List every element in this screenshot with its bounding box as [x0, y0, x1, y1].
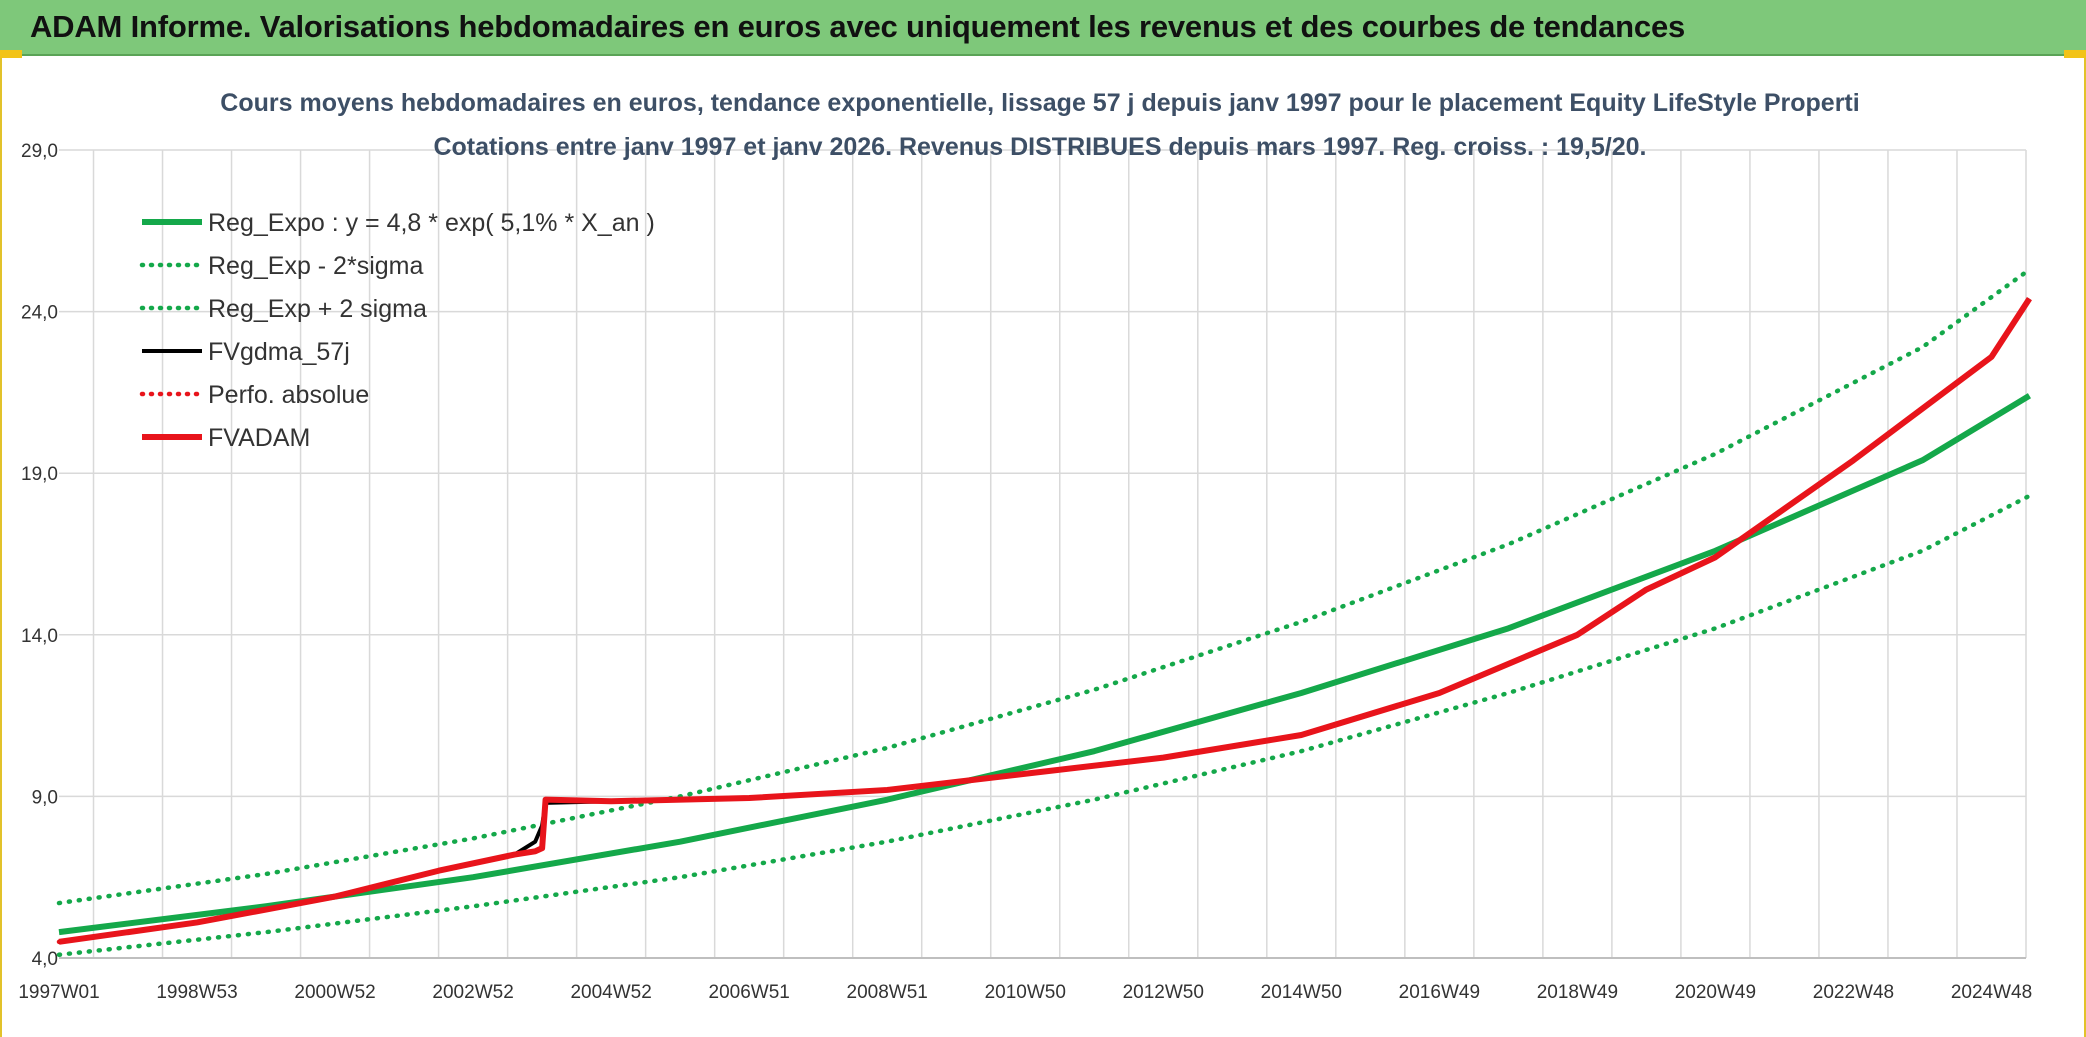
- corner-accent-right: [2064, 50, 2086, 58]
- x-tick-label: 2014W50: [1261, 982, 1342, 1003]
- chart-title: Cours moyens hebdomadaires en euros, ten…: [220, 89, 1859, 117]
- x-tick-label: 2024W48: [1951, 982, 2032, 1003]
- x-tick-label: 2002W52: [432, 982, 513, 1003]
- legend-label: Reg_Exp + 2 sigma: [208, 295, 427, 323]
- chart-subtitle: Cotations entre janv 1997 et janv 2026. …: [433, 133, 1646, 161]
- x-tick-label: 2016W49: [1399, 982, 1480, 1003]
- legend-label: FVADAM: [208, 424, 310, 452]
- y-tick-label: 24,0: [21, 303, 58, 324]
- series-line-5: [58, 297, 2032, 945]
- legend-label: Perfo. absolue: [208, 381, 369, 409]
- y-tick-label: 9,0: [32, 787, 58, 808]
- chart-frame: [0, 58, 2086, 1037]
- y-tick-label: 19,0: [21, 464, 58, 485]
- x-tick-label: 2018W49: [1537, 982, 1618, 1003]
- y-tick-label: 14,0: [21, 626, 58, 647]
- legend-label: FVgdma_57j: [208, 338, 350, 366]
- chart-area: Cours moyens hebdomadaires en euros, ten…: [18, 89, 2032, 1003]
- series-line-1: [56, 493, 2032, 958]
- corner-accent-left: [0, 50, 22, 58]
- x-tick-label: 1998W53: [156, 982, 237, 1003]
- legend-label: Reg_Exp - 2*sigma: [208, 252, 423, 280]
- x-tick-label: 2010W50: [985, 982, 1066, 1003]
- x-tick-label: 2022W48: [1813, 982, 1894, 1003]
- header-banner: ADAM Informe. Valorisations hebdomadaire…: [0, 0, 2086, 56]
- y-tick-label: 4,0: [32, 949, 58, 970]
- y-axis-ticks: 4,0 9,0 14,0 19,0 24,0 29,0: [21, 141, 58, 970]
- x-tick-label: 2000W52: [294, 982, 375, 1003]
- x-tick-label: 2006W51: [709, 982, 790, 1003]
- legend-label: Reg_Expo : y = 4,8 * exp( 5,1% * X_an ): [208, 209, 655, 237]
- x-axis-ticks: 1997W01 1998W53 2000W52 2002W52 2004W52 2006W…: [18, 982, 2032, 1003]
- x-tick-label: 1997W01: [18, 982, 99, 1003]
- page-title: ADAM Informe. Valorisations hebdomadaire…: [30, 9, 1686, 44]
- legend: Reg_Expo : y = 4,8 * exp( 5,1% * X_an ) R…: [139, 209, 655, 452]
- y-tick-label: 29,0: [21, 141, 58, 162]
- series-layer: [56, 267, 2032, 958]
- series-line-0: [58, 393, 2032, 936]
- series-line-2: [56, 267, 2032, 906]
- x-tick-label: 2008W51: [847, 982, 928, 1003]
- x-tick-label: 2020W49: [1675, 982, 1756, 1003]
- x-tick-label: 2012W50: [1123, 982, 1204, 1003]
- x-tick-label: 2004W52: [570, 982, 651, 1003]
